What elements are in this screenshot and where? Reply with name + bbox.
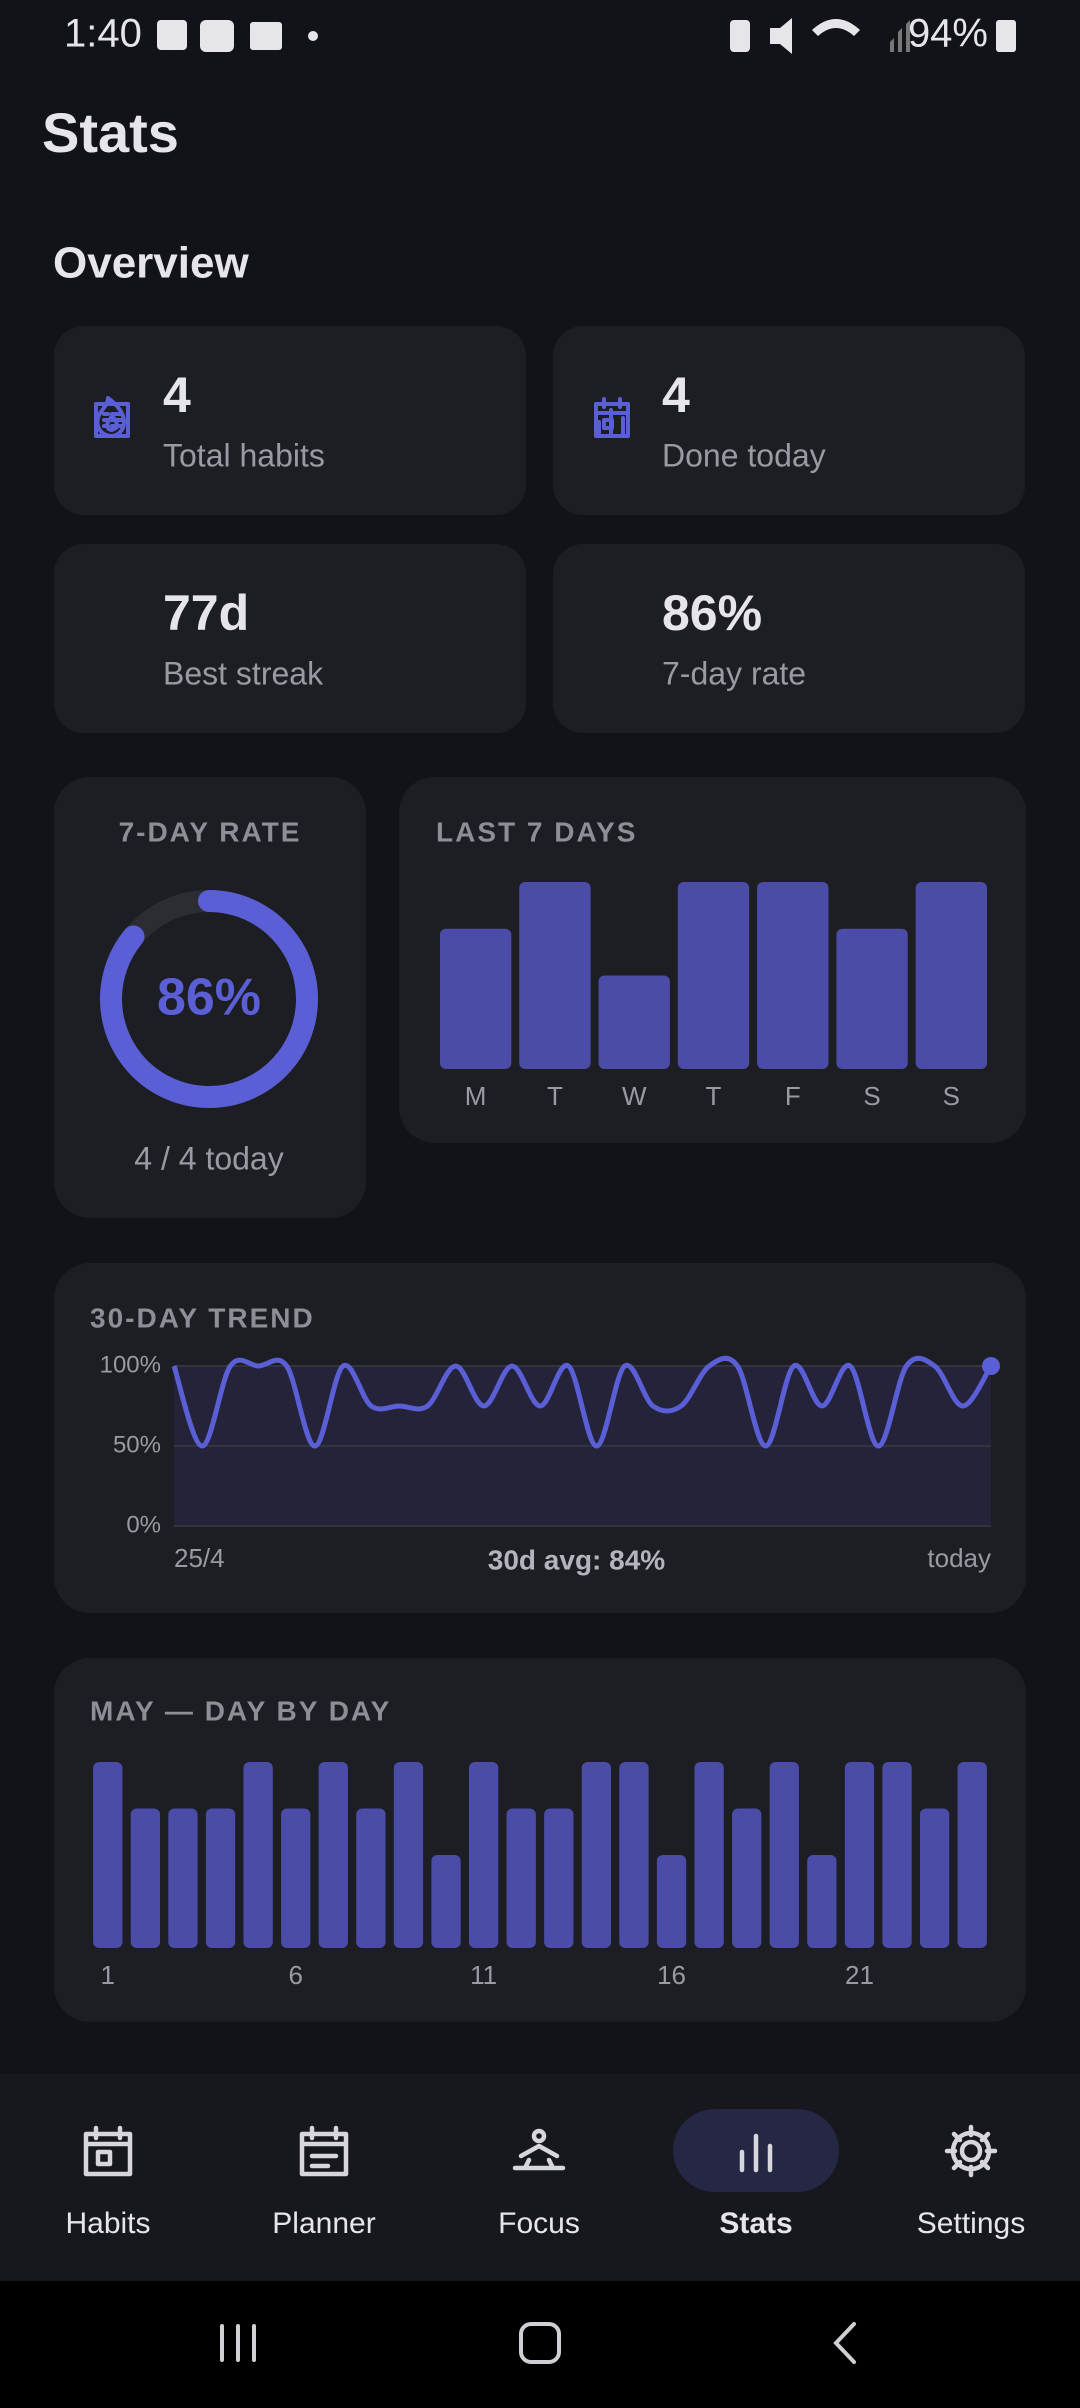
- donut-arc: [100, 890, 318, 1108]
- stat-icon: [597, 408, 625, 438]
- status-time: 1:40: [64, 12, 142, 56]
- bar: [439, 928, 512, 1069]
- x-tick-label: T: [706, 1081, 722, 1111]
- x-tick-label: today: [927, 1543, 991, 1573]
- y-tick-label: 100%: [100, 1351, 161, 1378]
- bar: [836, 928, 908, 1069]
- bar: [281, 1808, 311, 1948]
- trend-line: [171, 1355, 994, 1449]
- y-tick-label: 0%: [126, 1511, 161, 1538]
- x-tick-label: 6: [288, 1960, 302, 1990]
- bar: [581, 1762, 612, 1948]
- bar: [619, 1762, 649, 1948]
- bar: [757, 882, 829, 1069]
- stat-card: [553, 544, 1025, 733]
- donut-value: 86%: [157, 969, 261, 1027]
- nav-label[interactable]: Stats: [719, 2207, 792, 2240]
- bar: [506, 1808, 536, 1948]
- nav-label[interactable]: Habits: [65, 2207, 150, 2240]
- bar: [243, 1762, 273, 1948]
- stat-card: [553, 326, 1025, 515]
- donut-caption: 4 / 4 today: [134, 1140, 283, 1176]
- stat-label: 7-day rate: [662, 655, 806, 691]
- trend-end-dot: [982, 1357, 1000, 1375]
- stat-value: 77d: [163, 585, 249, 641]
- stat-value: 4: [163, 367, 191, 423]
- bottom-nav: [0, 2074, 1080, 2281]
- stat-label: Total habits: [163, 437, 325, 473]
- nav-icon[interactable]: [944, 2124, 998, 2178]
- nav-label[interactable]: Settings: [917, 2207, 1025, 2240]
- bar: [356, 1808, 386, 1948]
- page-title: Stats: [42, 101, 179, 164]
- x-tick-label: T: [547, 1081, 563, 1111]
- status-battery: 94%: [908, 12, 988, 56]
- chart-title: 7-DAY RATE: [119, 816, 302, 847]
- stat-icon: [95, 396, 126, 438]
- bar: [656, 1855, 687, 1948]
- y-tick-label: 50%: [113, 1431, 161, 1458]
- stat-value: 4: [662, 367, 690, 423]
- bar: [130, 1808, 161, 1948]
- x-tick-label: F: [785, 1081, 801, 1111]
- x-tick-label: S: [943, 1081, 960, 1111]
- bar: [694, 1762, 724, 1948]
- bar: [915, 882, 988, 1069]
- x-tick-label: 11: [470, 1960, 497, 1990]
- status-icons: [157, 18, 1016, 54]
- x-tick-label: 25/4: [174, 1543, 225, 1573]
- chart-title: LAST 7 DAYS: [436, 816, 637, 847]
- chart-card: [54, 777, 366, 1218]
- nav-icon[interactable]: [83, 2125, 133, 2177]
- bar: [957, 1762, 987, 1948]
- bar: [519, 882, 591, 1069]
- annotation: 30d avg: 84%: [488, 1544, 666, 1575]
- chart-title: MAY — DAY BY DAY: [90, 1695, 391, 1726]
- x-tick-label: S: [863, 1081, 880, 1111]
- x-tick-label: W: [622, 1081, 647, 1111]
- bar: [93, 1762, 123, 1948]
- stat-value: 86%: [662, 585, 762, 641]
- bar: [393, 1762, 424, 1948]
- x-tick-label: 16: [657, 1960, 686, 1990]
- bar: [468, 1762, 499, 1948]
- bar: [168, 1808, 198, 1948]
- stat-label: Best streak: [163, 655, 324, 691]
- stat-label: Done today: [662, 437, 826, 473]
- bar: [919, 1808, 950, 1948]
- bar: [205, 1808, 236, 1948]
- nav-icon[interactable]: [739, 2133, 773, 2173]
- nav-icon[interactable]: [512, 2128, 566, 2171]
- bar: [598, 975, 670, 1069]
- x-tick-label: M: [465, 1081, 487, 1111]
- bar: [769, 1762, 799, 1948]
- bar: [431, 1855, 461, 1948]
- bar: [882, 1762, 912, 1948]
- bar: [844, 1762, 875, 1948]
- bar: [807, 1855, 837, 1948]
- system-nav: [0, 2281, 1080, 2408]
- x-tick-label: 1: [101, 1960, 115, 1990]
- nav-label[interactable]: Focus: [498, 2207, 580, 2240]
- bar: [544, 1808, 574, 1948]
- nav-label[interactable]: Planner: [272, 2207, 375, 2240]
- x-tick-label: 21: [845, 1960, 874, 1990]
- stat-card: [54, 544, 526, 733]
- bar: [677, 882, 750, 1069]
- nav-icon[interactable]: [299, 2125, 349, 2177]
- section-title: Overview: [53, 239, 249, 288]
- bar: [318, 1762, 348, 1948]
- system-buttons: [220, 2322, 856, 2364]
- bar: [732, 1808, 762, 1948]
- chart-title: 30-DAY TREND: [90, 1302, 315, 1333]
- stat-card: [54, 326, 526, 515]
